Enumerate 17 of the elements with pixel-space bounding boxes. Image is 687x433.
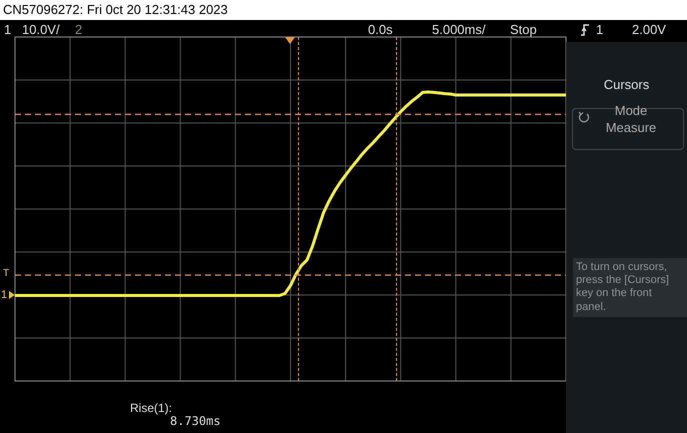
text: Mode (614, 103, 648, 119)
text: 8.730ms (170, 414, 221, 428)
text: Cursors (602, 77, 650, 93)
text: 1 (4, 22, 12, 38)
text: 1 (596, 22, 604, 38)
text: T (3, 268, 10, 280)
chart-title: CN57096272: Fri 0ct 20 12:31:43 2023 (0, 0, 687, 20)
text: 2 (75, 22, 82, 38)
text: Stop (510, 22, 537, 38)
text: Measure (604, 120, 658, 136)
text: 0.0s (368, 22, 393, 38)
text: 5.000ms/ (432, 22, 486, 38)
text: 2.00V (632, 22, 666, 38)
text: To turn on cursors, press the [Cursors] key on the front panel. (573, 258, 687, 317)
text: 10.0V/ (22, 22, 60, 38)
text: 1 (1, 289, 8, 302)
text: Rise(1): (130, 401, 172, 416)
